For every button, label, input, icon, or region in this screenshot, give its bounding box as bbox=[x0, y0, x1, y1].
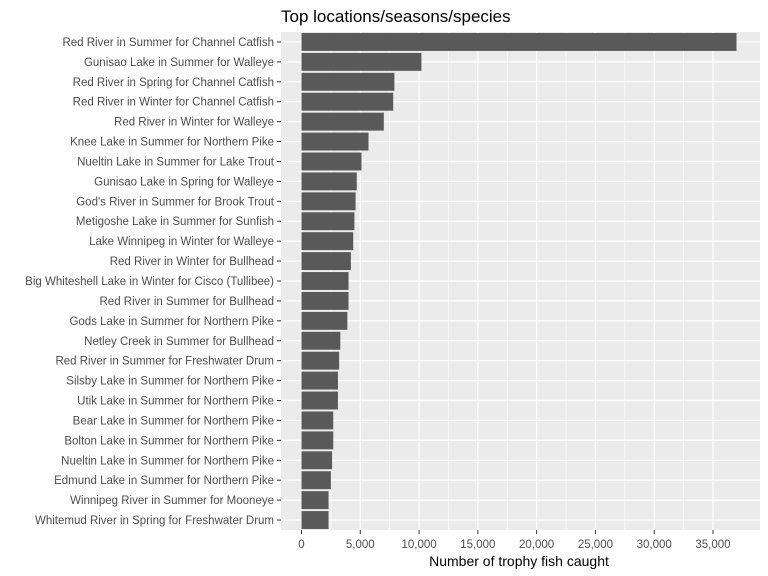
y-tick-label: Nueltin Lake in Summer for Lake Trout bbox=[77, 156, 275, 168]
x-axis: 0 5,000 10,000 15,000 20,000 25,000 30,000 35,0… bbox=[298, 530, 731, 551]
bar bbox=[301, 252, 351, 271]
x-tick-label: 10,000 bbox=[401, 539, 436, 551]
bar bbox=[301, 511, 329, 530]
y-tick-label: Nueltin Lake in Summer for Northern Pike bbox=[61, 455, 274, 467]
bar bbox=[301, 112, 384, 131]
y-tick-label: Red River in Summer for Freshwater Drum bbox=[55, 356, 274, 368]
y-tick-label: God's River in Summer for Brook Trout bbox=[76, 196, 275, 208]
y-tick-label: Gunisao Lake in Summer for Walleye bbox=[84, 57, 274, 69]
bar bbox=[301, 212, 355, 231]
y-tick-label: Red River in Spring for Channel Catfish bbox=[73, 77, 274, 89]
y-tick-label: Red River in Winter for Walleye bbox=[114, 117, 274, 129]
y-tick-label: Red River in Summer for Bullhead bbox=[100, 296, 275, 308]
y-tick-label: Bear Lake in Summer for Northern Pike bbox=[73, 415, 274, 427]
bar bbox=[301, 471, 331, 490]
bar bbox=[301, 272, 349, 290]
bar bbox=[301, 152, 362, 171]
y-tick-label: Big Whiteshell Lake in Winter for Cisco … bbox=[25, 276, 274, 288]
bar bbox=[301, 491, 329, 510]
bar bbox=[301, 431, 334, 450]
y-tick-label: Lake Winnipeg in Winter for Walleye bbox=[89, 236, 274, 248]
bar bbox=[301, 172, 357, 191]
chart-title: Top locations/seasons/species bbox=[281, 7, 511, 26]
bar bbox=[301, 92, 394, 111]
y-axis: Red River in Summer for Channel Catfish G… bbox=[25, 37, 281, 527]
bar bbox=[301, 72, 395, 91]
bar bbox=[301, 232, 354, 251]
bars bbox=[301, 32, 737, 530]
y-tick-label: Red River in Summer for Channel Catfish bbox=[62, 37, 274, 49]
y-tick-label: Whitemud River in Spring for Freshwater … bbox=[35, 515, 274, 527]
y-tick-label: Knee Lake in Summer for Northern Pike bbox=[70, 137, 274, 149]
y-tick-label: Metigoshe Lake in Summer for Sunfish bbox=[76, 216, 274, 228]
y-tick-label: Utik Lake in Summer for Northern Pike bbox=[77, 396, 274, 408]
y-tick-label: Red River in Winter for Channel Catfish bbox=[73, 97, 274, 109]
bar bbox=[301, 371, 338, 390]
x-tick-label: 25,000 bbox=[578, 539, 613, 551]
y-tick-label: Winnipeg River in Summer for Mooneye bbox=[70, 495, 274, 507]
y-tick-label: Bolton Lake in Summer for Northern Pike bbox=[64, 435, 274, 447]
y-tick-label: Silsby Lake in Summer for Northern Pike bbox=[66, 376, 274, 388]
bar bbox=[301, 331, 341, 350]
x-tick-label: 20,000 bbox=[519, 539, 554, 551]
x-tick-label: 30,000 bbox=[637, 539, 672, 551]
bar bbox=[301, 192, 356, 211]
y-tick-label: Gunisao Lake in Spring for Walleye bbox=[94, 176, 274, 188]
bar bbox=[301, 132, 369, 151]
x-tick-label: 15,000 bbox=[460, 539, 495, 551]
bar bbox=[301, 351, 340, 370]
y-tick-label: Gods Lake in Summer for Northern Pike bbox=[69, 316, 274, 328]
bar bbox=[301, 311, 348, 330]
bar bbox=[301, 411, 334, 430]
bar bbox=[301, 291, 349, 310]
y-tick-label: Netley Creek in Summer for Bullhead bbox=[84, 336, 274, 348]
bar bbox=[301, 391, 338, 410]
bar bbox=[301, 52, 422, 71]
x-tick-label: 0 bbox=[298, 539, 304, 551]
bar bbox=[301, 32, 737, 51]
y-tick-label: Edmund Lake in Summer for Northern Pike bbox=[54, 475, 274, 487]
x-tick-label: 35,000 bbox=[695, 539, 730, 551]
y-tick-label: Red River in Winter for Bullhead bbox=[110, 256, 274, 268]
x-tick-label: 5,000 bbox=[346, 539, 375, 551]
x-axis-title: Number of trophy fish caught bbox=[429, 553, 609, 569]
bar bbox=[301, 451, 333, 470]
